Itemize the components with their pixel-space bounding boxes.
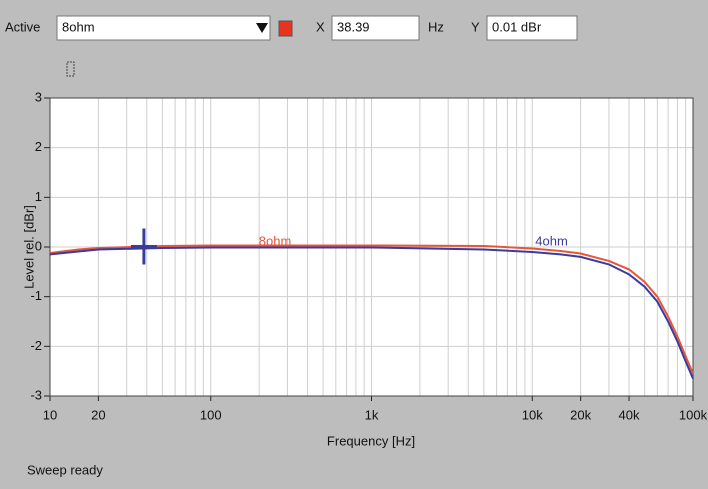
y-tick-label: -2 [30,338,42,353]
y-tick-label: 2 [35,139,42,154]
active-label: Active [5,19,40,34]
y-tick-label: 3 [35,89,42,104]
x-tick-label: 10k [522,407,543,422]
y-axis-label: Level rel. [dBr] [21,205,36,289]
series-label: 8ohm [259,233,292,248]
color-swatch[interactable] [278,20,293,37]
x-tick-label: 10 [43,407,57,422]
y-field[interactable] [486,15,578,41]
x-field[interactable] [331,15,420,41]
y-field-value: 0.01 dBr [492,19,542,34]
cursor-icon[interactable] [66,61,75,77]
x-tick-label: 40k [619,407,640,422]
x-tick-label: 100k [679,407,708,422]
x-field-value: 38.39 [337,19,370,34]
x-unit: Hz [428,19,444,34]
series-line [49,246,694,379]
x-axis-label: Frequency [Hz] [327,433,415,448]
status-text: Sweep ready [27,462,103,477]
dropdown-value: 8ohm [62,19,95,34]
x-tick-label: 100 [200,407,222,422]
cursor[interactable] [130,228,157,265]
x-tick-label: 20k [570,407,591,422]
x-tick-label: 1k [365,407,379,422]
x-field-label: X [316,19,325,34]
y-tick-label: -3 [30,387,42,402]
x-tick-label: 20 [91,407,105,422]
y-field-label: Y [471,19,480,34]
dropdown-arrow[interactable] [256,23,268,33]
plot-border [49,97,694,397]
y-tick-label: 0 [35,238,42,253]
y-tick-label: -1 [30,288,42,303]
series-label: 4ohm [535,233,568,248]
y-tick-label: 1 [35,189,42,204]
series-dropdown[interactable] [56,15,271,41]
